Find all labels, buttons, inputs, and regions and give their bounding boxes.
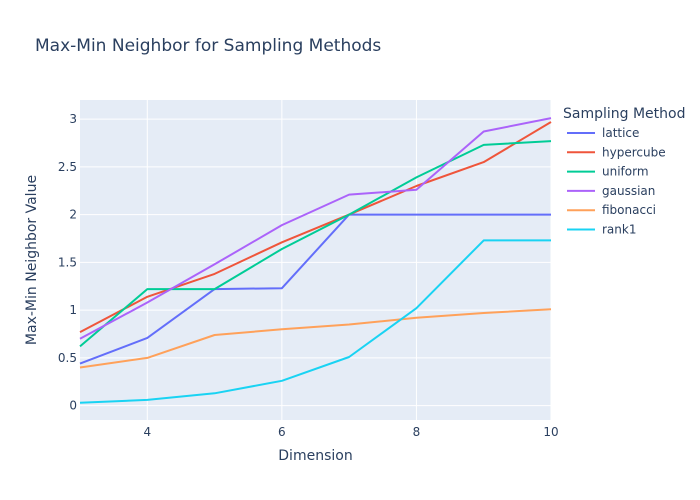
legend-title: Sampling Method [563, 106, 686, 122]
series-line-gaussian [79, 117, 552, 340]
series-line-fibonacci [79, 308, 552, 369]
gridlines [80, 100, 552, 420]
x-tick-label: 6 [278, 425, 286, 439]
y-axis-ticks: 0 0.5 1 1.5 2 2.5 3 [58, 112, 77, 413]
legend-item-lattice[interactable]: lattice [567, 126, 639, 140]
x-axis-title: Dimension [278, 448, 352, 464]
plot-area [80, 100, 551, 420]
y-tick-label: 0 [69, 399, 77, 413]
legend: Sampling Method lattice hypercube uniform g… [563, 106, 686, 237]
legend-item-rank1[interactable]: rank1 [567, 223, 636, 237]
series-line-rank1 [79, 239, 551, 404]
legend-item-hypercube[interactable]: hypercube [567, 145, 666, 159]
legend-label: lattice [602, 126, 639, 140]
series-line-uniform [79, 140, 552, 348]
x-axis-ticks: 4 6 8 10 [143, 425, 558, 439]
y-tick-label: 0.5 [58, 351, 77, 365]
series-line-lattice [79, 213, 551, 365]
legend-label: uniform [602, 165, 649, 179]
legend-label: hypercube [602, 145, 666, 159]
series-line-hypercube [79, 121, 552, 333]
x-tick-label: 10 [543, 425, 558, 439]
y-axis-title: Max-Min Neighbor Value [24, 175, 40, 345]
y-tick-label: 1.5 [58, 255, 77, 269]
x-tick-label: 8 [413, 425, 421, 439]
legend-item-fibonacci[interactable]: fibonacci [567, 203, 656, 217]
y-tick-label: 2 [69, 208, 77, 222]
legend-label: gaussian [602, 184, 655, 198]
y-tick-label: 3 [69, 112, 77, 126]
chart-title: Max-Min Neighbor for Sampling Methods [35, 36, 381, 56]
legend-label: rank1 [602, 223, 636, 237]
series-layer [79, 117, 552, 404]
legend-item-gaussian[interactable]: gaussian [567, 184, 655, 198]
legend-item-uniform[interactable]: uniform [567, 165, 649, 179]
x-tick-label: 4 [143, 425, 151, 439]
y-tick-label: 2.5 [58, 160, 77, 174]
y-tick-label: 1 [69, 303, 77, 317]
legend-label: fibonacci [602, 203, 656, 217]
